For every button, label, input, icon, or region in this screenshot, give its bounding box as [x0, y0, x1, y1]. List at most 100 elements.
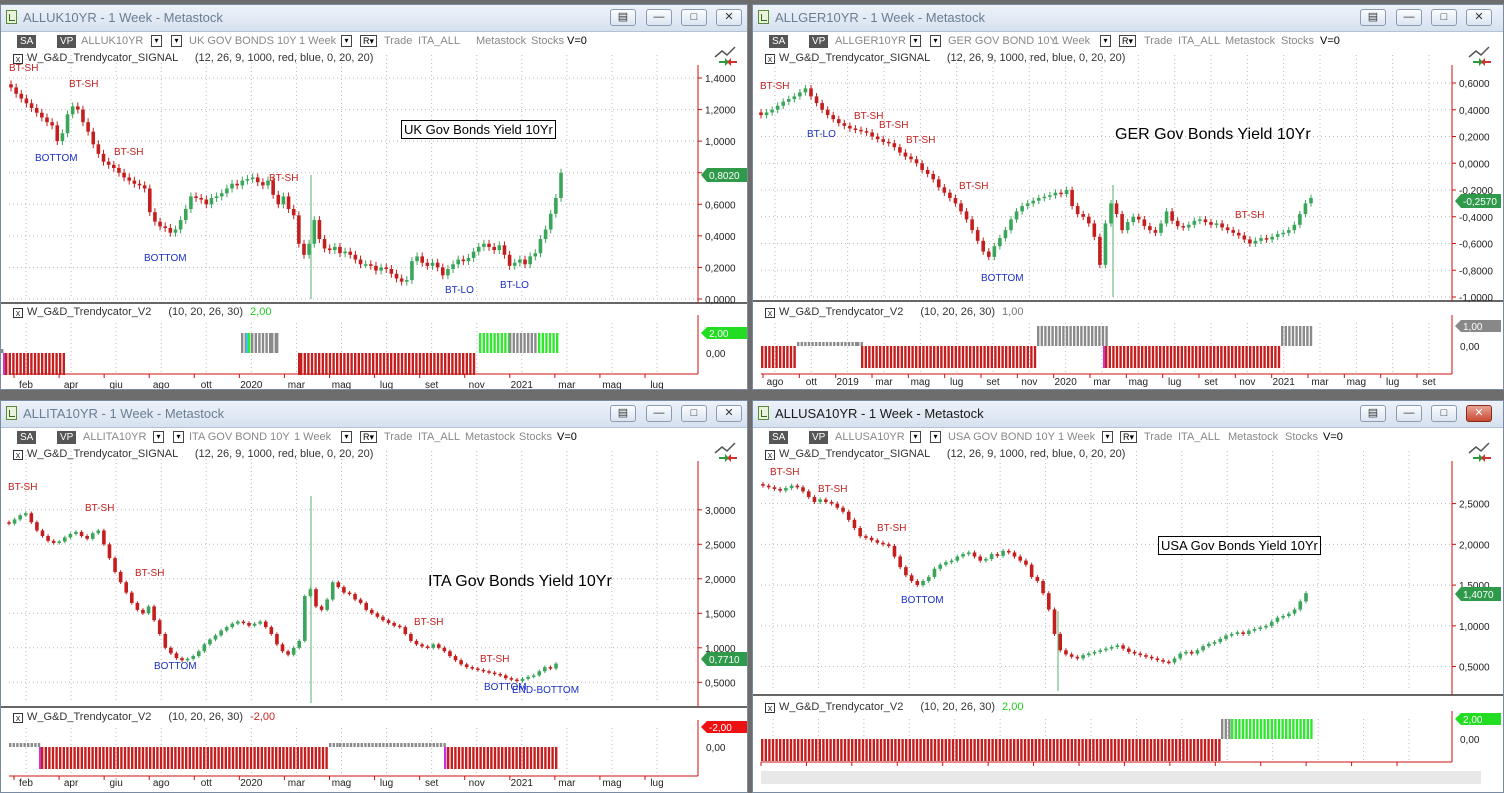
close-icon[interactable]: x — [13, 54, 23, 64]
v2-indicator-label[interactable]: x W_G&D_Trendycator_V2 (10, 20, 26, 30) 1… — [765, 306, 1023, 318]
maximize-button[interactable]: □ — [681, 405, 707, 422]
oscillator-bar — [779, 346, 782, 368]
oscillator-bar — [1148, 346, 1151, 368]
candle-body — [1242, 235, 1247, 240]
tile-button[interactable]: ▤ — [610, 405, 636, 422]
symbol-dropdown[interactable]: ▾ — [910, 35, 921, 47]
v2-indicator-label[interactable]: x W_G&D_Trendycator_V2 (10, 20, 26, 30) 2… — [13, 306, 271, 318]
horizontal-scrollbar[interactable] — [761, 771, 1481, 784]
oscillator-bar — [350, 353, 353, 375]
candle-body — [302, 243, 306, 255]
oscillator-bar — [789, 346, 793, 368]
tile-button[interactable]: ▤ — [1360, 9, 1386, 26]
close-button[interactable]: ✕ — [1466, 405, 1492, 422]
window-titlebar[interactable]: ALLITA10YR - 1 Week - Metastock ▤ — □ ✕ — [1, 401, 747, 428]
y-axis-tick-label: 0,5000 — [705, 678, 736, 689]
oscillator-bar — [1026, 346, 1029, 368]
oscillator-bar — [761, 739, 764, 761]
oscillator-bar — [385, 743, 389, 747]
period-dropdown[interactable]: ▾ — [341, 35, 352, 47]
close-icon[interactable]: x — [13, 308, 23, 318]
price-chart-ger[interactable]: 0,6000 0,4000 0,2000 0,0000 -0,2000 -0,4000 -0… — [753, 5, 1504, 390]
maximize-button[interactable]: □ — [1431, 405, 1457, 422]
close-button[interactable]: ✕ — [716, 9, 742, 26]
candle-body — [1218, 638, 1223, 643]
close-icon[interactable]: x — [13, 450, 23, 460]
vp-button[interactable]: VP — [57, 35, 77, 48]
options-dropdown[interactable]: ▾ — [930, 431, 941, 443]
window-titlebar[interactable]: ALLUSA10YR - 1 Week - Metastock ▤ — □ ✕ — [753, 401, 1503, 428]
candle-body — [442, 647, 447, 652]
r-state-dropdown[interactable]: R▾ — [360, 431, 378, 443]
x-axis-month-label: mar — [288, 778, 306, 789]
y-axis-tick-label: 0,0000 — [705, 295, 736, 306]
options-dropdown[interactable]: ▾ — [173, 431, 184, 443]
symbol-dropdown[interactable]: ▾ — [153, 431, 164, 443]
candle-body — [537, 671, 542, 676]
maximize-button[interactable]: □ — [681, 9, 707, 26]
vp-button[interactable]: VP — [809, 35, 829, 48]
maximize-button[interactable]: □ — [1431, 9, 1457, 26]
sa-button[interactable]: SA — [17, 431, 37, 444]
minimize-button[interactable]: — — [646, 405, 672, 422]
candle-body — [336, 582, 341, 588]
close-button[interactable]: ✕ — [716, 405, 742, 422]
candle-body — [949, 560, 954, 563]
vp-button[interactable]: VP — [809, 431, 829, 444]
candle-body — [448, 651, 452, 657]
y-axis-tick-label: 2,0000 — [1459, 540, 1490, 551]
oscillator-bar — [1103, 346, 1106, 368]
minimize-button[interactable]: — — [646, 9, 672, 26]
symbol-dropdown[interactable]: ▾ — [910, 431, 921, 443]
oscillator-bar — [1130, 346, 1133, 368]
v2-name: W_G&D_Trendycator_V2 — [27, 711, 152, 723]
options-dropdown[interactable]: ▾ — [930, 35, 941, 47]
window-titlebar[interactable]: ALLGER10YR - 1 Week - Metastock ▤ — □ ✕ — [753, 5, 1503, 32]
close-icon[interactable]: x — [765, 450, 775, 460]
tile-button[interactable]: ▤ — [610, 9, 636, 26]
candle-body — [959, 203, 963, 212]
signal-indicator-label[interactable]: x W_G&D_Trendycator_SIGNAL (12, 26, 9, 10… — [13, 448, 373, 460]
tile-button[interactable]: ▤ — [1360, 405, 1386, 422]
arrow-right-icon — [719, 58, 729, 66]
chart-window-uk[interactable]: ALLUK10YR - 1 Week - Metastock ▤ — □ ✕ S… — [0, 4, 748, 390]
r-state-dropdown[interactable]: R▾ — [360, 35, 378, 47]
close-icon[interactable]: x — [765, 308, 775, 318]
signal-indicator-label[interactable]: x W_G&D_Trendycator_SIGNAL (12, 26, 9, 10… — [13, 52, 373, 64]
sa-button[interactable]: SA — [17, 35, 37, 48]
minimize-button[interactable]: — — [1396, 9, 1422, 26]
oscillator-bar — [775, 739, 778, 761]
v2-indicator-label[interactable]: x W_G&D_Trendycator_V2 (10, 20, 26, 30) -… — [13, 711, 275, 723]
oscillator-bar — [807, 739, 811, 761]
oscillator-bar — [479, 747, 482, 769]
price-chart-usa[interactable]: 2,5000 2,0000 1,5000 1,0000 0,5000 BT-SH BT-SH… — [753, 401, 1504, 793]
period-dropdown[interactable]: ▾ — [341, 431, 352, 443]
r-state-dropdown[interactable]: R▾ — [1119, 35, 1137, 47]
options-dropdown[interactable]: ▾ — [171, 35, 182, 47]
v2-indicator-label[interactable]: x W_G&D_Trendycator_V2 (10, 20, 26, 30) 2… — [765, 701, 1023, 713]
close-button[interactable]: ✕ — [1466, 9, 1492, 26]
symbol-dropdown[interactable]: ▾ — [151, 35, 162, 47]
close-icon[interactable]: x — [13, 713, 23, 723]
period-dropdown[interactable]: ▾ — [1100, 35, 1111, 47]
candle-body — [1020, 206, 1024, 212]
r-state-dropdown[interactable]: R▾ — [1120, 431, 1138, 443]
oscillator-bar — [786, 346, 789, 368]
price-chart-uk[interactable]: 1,40001,20001,00000,80000,60000,40000,20… — [1, 5, 748, 390]
chart-window-ita[interactable]: ALLITA10YR - 1 Week - Metastock ▤ — □ ✕ … — [0, 400, 748, 793]
oscillator-bar — [357, 353, 360, 375]
window-titlebar[interactable]: ALLUK10YR - 1 Week - Metastock ▤ — □ ✕ — [1, 5, 747, 32]
chart-window-ger[interactable]: ALLGER10YR - 1 Week - Metastock ▤ — □ ✕ … — [752, 4, 1504, 390]
vp-button[interactable]: VP — [57, 431, 77, 444]
close-icon[interactable]: x — [765, 703, 775, 713]
oscillator-bar — [397, 353, 400, 375]
period-dropdown[interactable]: ▾ — [1102, 431, 1113, 443]
minimize-button[interactable]: — — [1396, 405, 1422, 422]
sa-button[interactable]: SA — [769, 35, 789, 48]
sa-button[interactable]: SA — [769, 431, 789, 444]
signal-indicator-label[interactable]: x W_G&D_Trendycator_SIGNAL (12, 26, 9, 10… — [765, 448, 1125, 460]
candle-body — [920, 163, 924, 170]
price-chart-ita[interactable]: 3,0000 2,5000 2,0000 1,5000 1,0000 0,5000 BT-S… — [1, 401, 748, 793]
chart-window-usa[interactable]: ALLUSA10YR - 1 Week - Metastock ▤ — □ ✕ … — [752, 400, 1504, 793]
candle-body — [127, 177, 132, 181]
